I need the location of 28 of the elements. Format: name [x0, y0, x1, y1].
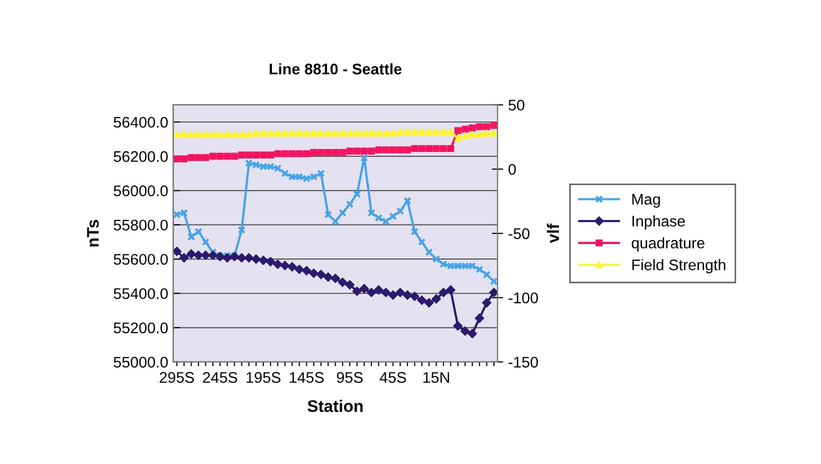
legend-label: Inphase	[632, 215, 685, 230]
x-tick-label: 295S	[160, 372, 194, 383]
y-tick-label: 55600.0	[114, 254, 168, 265]
y-tick-label: 55800.0	[114, 220, 168, 231]
y2-tick-label: -100	[508, 292, 538, 304]
y2-tick-label: -150	[508, 356, 538, 368]
legend-label: Field Strength	[632, 259, 726, 274]
x-tick-label: 95S	[336, 372, 363, 383]
y-tick-label: 55400.0	[114, 288, 168, 300]
y-tick-label: 55000.0	[114, 356, 168, 368]
y2-tick-label: -50	[508, 228, 530, 240]
y-tick-label: 55200.0	[114, 322, 168, 334]
x-tick-label: 145S	[290, 372, 324, 383]
chart-title: Line 8810 - Seattle	[270, 63, 402, 74]
x-tick-label: 45S	[380, 372, 406, 383]
y2-axis-title: vlf	[546, 224, 559, 244]
y-tick-label: 56000.0	[114, 185, 168, 196]
x-tick-label: 15N	[423, 372, 450, 383]
legend-label: quadrature	[632, 237, 704, 252]
legend-label: Mag	[632, 194, 660, 208]
y-tick-label: 56400.0	[114, 116, 168, 128]
y-tick-label: 56200.0	[114, 151, 168, 162]
y-axis-title: nTs	[87, 220, 99, 246]
y2-tick-label: 50	[508, 100, 524, 111]
y2-tick-label: 0	[508, 164, 516, 175]
x-tick-label: 245S	[203, 372, 238, 383]
x-axis-title: Station	[308, 400, 363, 412]
x-tick-label: 195S	[246, 372, 280, 383]
